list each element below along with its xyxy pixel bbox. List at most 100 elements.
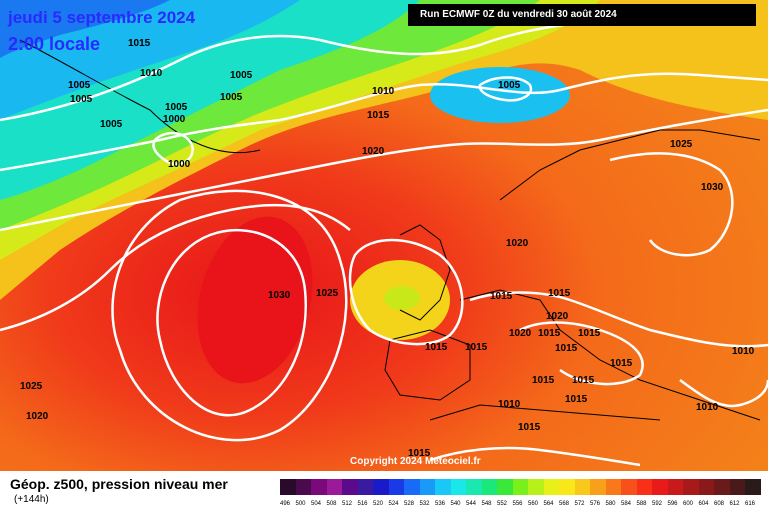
color-swatch [667, 479, 683, 495]
scale-value-label: 504 [311, 501, 322, 507]
color-swatch [419, 479, 435, 495]
scale-value-label: 564 [543, 501, 554, 507]
isobar [429, 446, 641, 467]
isobar-label: 1015 [425, 342, 448, 353]
color-swatch [326, 479, 342, 495]
scale-value-label: 532 [419, 501, 430, 507]
forecast-date-title: jeudi 5 septembre 2024 [8, 8, 196, 27]
iberia-coast [384, 329, 471, 401]
copyright-text: Copyright 2024 Meteociel.fr [350, 456, 481, 467]
isobar-label: 1015 [578, 328, 601, 339]
isobar [0, 203, 351, 332]
uk-coast [399, 224, 451, 321]
isobar-label: 1020 [546, 311, 569, 322]
isobar-label: 1010 [140, 68, 163, 79]
isobar-label: 1015 [548, 288, 571, 299]
isobar-label: 1015 [538, 328, 561, 339]
isobar-ridge [348, 238, 464, 346]
isobars [0, 18, 768, 467]
color-swatch [373, 479, 389, 495]
isobar-label: 1030 [701, 182, 724, 193]
isobar-high-1030-east [609, 152, 734, 257]
isobar-label: 1015 [408, 448, 431, 459]
legend-subtitle: (+144h) [14, 494, 49, 505]
model-run-banner: Run ECMWF 0Z du vendredi 30 août 2024 [408, 4, 756, 26]
scale-value-label: 528 [404, 501, 415, 507]
greenland-coast [19, 39, 261, 154]
legend-bar: Géop. z500, pression niveau mer (+144h) … [0, 471, 768, 512]
isobar-label: 1000 [163, 114, 186, 125]
color-swatch [652, 479, 668, 495]
scale-value-label: 560 [528, 501, 539, 507]
isobar-label: 1010 [732, 346, 755, 357]
isobar-label: 1010 [696, 402, 719, 413]
color-swatch [590, 479, 606, 495]
isobar-label: 1015 [572, 375, 595, 386]
isobar-high-1025 [111, 189, 348, 442]
isobar-label: 1005 [68, 80, 91, 91]
scale-value-label: 524 [388, 501, 399, 507]
scale-value-label: 544 [466, 501, 477, 507]
color-swatch [559, 479, 575, 495]
color-scale [280, 479, 761, 495]
isobar-label: 1005 [100, 119, 123, 130]
color-swatch [466, 479, 482, 495]
color-swatch [311, 479, 327, 495]
geopotential-map-graphic: 1015 1010 1005 1005 1005 1005 1005 1000 … [0, 0, 768, 471]
isobar-label: 1010 [498, 399, 521, 410]
color-swatch [605, 479, 621, 495]
isobar [0, 108, 768, 232]
scale-value-label: 540 [450, 501, 461, 507]
legend-title: Géop. z500, pression niveau mer [10, 476, 228, 492]
isobar-label: 1015 [555, 343, 578, 354]
isobar [0, 18, 601, 122]
scale-value-label: 616 [745, 501, 756, 507]
scale-value-label: 592 [652, 501, 663, 507]
scandinavia-coast [499, 129, 761, 201]
scale-value-label: 600 [683, 501, 694, 507]
scale-value-label: 520 [373, 501, 384, 507]
isobar [679, 378, 768, 408]
isobar-label: 1015 [128, 38, 151, 49]
isobar-label: 1030 [268, 290, 291, 301]
isobar [519, 321, 644, 386]
coastlines [19, 39, 761, 421]
color-swatch [342, 479, 358, 495]
isobar-label: 1025 [316, 288, 339, 299]
color-swatch [621, 479, 637, 495]
scale-value-label: 588 [636, 501, 647, 507]
scale-value-label: 496 [280, 501, 291, 507]
scale-value-label: 512 [342, 501, 353, 507]
isobar-label: 1015 [490, 291, 513, 302]
isobar-label: 1015 [465, 342, 488, 353]
scale-value-label: 548 [481, 501, 492, 507]
isobar-label: 1020 [362, 146, 385, 157]
isobar-label: 1025 [670, 139, 693, 150]
north-africa-coast [429, 404, 661, 421]
color-swatch [729, 479, 745, 495]
europe-coast [459, 289, 761, 421]
color-swatch [450, 479, 466, 495]
isobar-label: 1015 [518, 422, 541, 433]
isobar-label: 1005 [70, 94, 93, 105]
isobar-label: 1005 [230, 70, 253, 81]
isobar-high-1030 [156, 228, 307, 417]
scale-value-label: 536 [435, 501, 446, 507]
color-swatch [636, 479, 652, 495]
scale-value-label: 556 [512, 501, 523, 507]
color-swatch [714, 479, 730, 495]
color-scale-labels: 496 500 504 508 512 516 520 524 528 532 536 540 544 5… [280, 501, 756, 510]
forecast-time-title: 2:00 locale [8, 34, 101, 54]
isobar-label: 1020 [509, 328, 532, 339]
isobar-label: 1025 [20, 381, 43, 392]
isobar [469, 291, 768, 348]
scale-value-label: 572 [574, 501, 585, 507]
isobar-label: 1015 [565, 394, 588, 405]
isobar-low-1000 [152, 131, 194, 166]
scale-value-label: 608 [714, 501, 725, 507]
isobar-label: 1015 [610, 358, 633, 369]
scale-value-label: 568 [559, 501, 570, 507]
isobar-label: 1010 [372, 86, 395, 97]
scale-value-label: 516 [357, 501, 368, 507]
isobar-label: 1005 [498, 80, 521, 91]
